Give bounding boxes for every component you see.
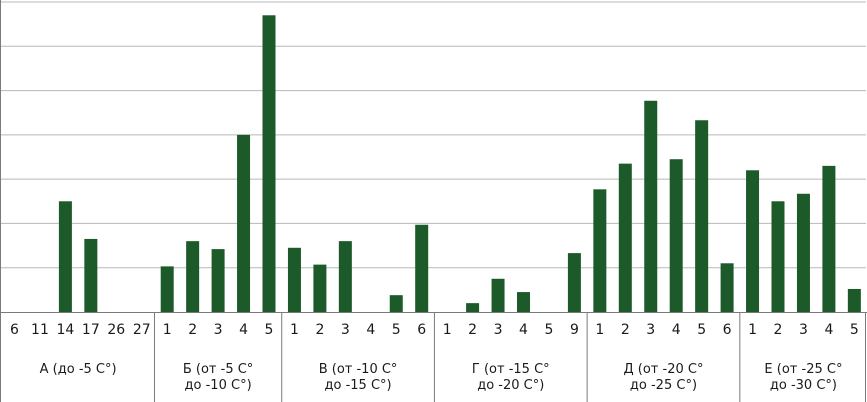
- bar-6-4: [822, 165, 836, 312]
- group-labels: А (до -5 С°) Б (от -5 С°до -10 С°) В (от -…: [40, 362, 843, 393]
- bar-1-4: [84, 238, 98, 312]
- bar-3-1: [287, 247, 301, 312]
- bar-5-6: [720, 263, 734, 312]
- group-label: Г (от -15 С°: [472, 362, 550, 377]
- bar-6-3: [796, 193, 810, 312]
- tick-label: 11: [31, 322, 49, 338]
- tick-label: 9: [570, 322, 579, 338]
- tick-labels: 6 11 14 17 26 27 1 2 3 4 5 1 2 3 4 5 6 1 2 3 4 5 9 1 2 3 4 5 6 1 2 3 4 5: [10, 322, 859, 338]
- tick-label: 6: [723, 322, 732, 338]
- tick-label: 14: [56, 322, 74, 338]
- bar-2-4: [237, 134, 251, 312]
- tick-label: 4: [239, 322, 248, 338]
- bar-6-2: [771, 201, 785, 312]
- group-label: до -10 С°): [185, 378, 252, 393]
- group-label: до -15 С°): [325, 378, 392, 393]
- tick-label: 5: [850, 322, 859, 338]
- bar-5-1: [593, 189, 607, 312]
- tick-label: 26: [107, 322, 125, 338]
- tick-label: 1: [595, 322, 604, 338]
- bar-1-3: [58, 201, 72, 312]
- group-label: Д (от -20 С°: [623, 362, 703, 377]
- bar-5-3: [644, 100, 658, 312]
- group-label: до -30 С°): [770, 378, 837, 393]
- bar-4-3: [491, 278, 505, 312]
- tick-label: 2: [315, 322, 324, 338]
- bar-4-6: [567, 253, 581, 312]
- bar-3-2: [313, 264, 327, 312]
- group-label: до -25 С°): [630, 378, 697, 393]
- bar-3-6: [415, 224, 429, 312]
- tick-label: 3: [341, 322, 350, 338]
- tick-label: 27: [133, 322, 151, 338]
- tick-label: 2: [468, 322, 477, 338]
- tick-label: 1: [748, 322, 757, 338]
- grid-lines: [1, 1, 866, 269]
- bar-6-1: [746, 170, 760, 312]
- tick-label: 3: [214, 322, 223, 338]
- bar-2-3: [211, 249, 225, 312]
- tick-label: 17: [82, 322, 100, 338]
- bar-2-1: [160, 266, 174, 312]
- tick-label: 6: [10, 322, 19, 338]
- bar-5-4: [669, 159, 683, 312]
- tick-label: 5: [265, 322, 274, 338]
- bar-2-2: [186, 241, 200, 312]
- group-label: Е (от -25 С°: [764, 362, 842, 377]
- tick-label: 2: [774, 322, 783, 338]
- tick-label: 3: [799, 322, 808, 338]
- bar-6-5: [847, 288, 861, 312]
- tick-label: 4: [366, 322, 375, 338]
- tick-label: 5: [697, 322, 706, 338]
- bars: [58, 15, 861, 313]
- tick-label: 4: [519, 322, 528, 338]
- tick-label: 6: [417, 322, 426, 338]
- bar-2-5: [262, 15, 276, 313]
- bar-5-5: [695, 120, 709, 312]
- group-label: до -20 С°): [477, 378, 544, 393]
- tick-label: 5: [544, 322, 553, 338]
- tick-label: 2: [621, 322, 630, 338]
- bar-3-5: [389, 295, 403, 312]
- tick-label: 1: [290, 322, 299, 338]
- group-label: В (от -10 С°: [319, 362, 398, 377]
- tick-label: 2: [188, 322, 197, 338]
- tick-label: 1: [163, 322, 172, 338]
- bar-5-2: [618, 163, 632, 312]
- bar-4-4: [517, 292, 530, 312]
- group-label: Б (от -5 С°: [183, 362, 253, 377]
- tick-label: 3: [646, 322, 655, 338]
- bar-3-3: [338, 241, 352, 312]
- group-label: А (до -5 С°): [40, 362, 117, 377]
- tick-label: 5: [392, 322, 401, 338]
- tick-label: 1: [443, 322, 452, 338]
- bar-4-2: [466, 303, 480, 312]
- tick-label: 4: [824, 322, 833, 338]
- tick-label: 3: [494, 322, 503, 338]
- tick-label: 4: [672, 322, 681, 338]
